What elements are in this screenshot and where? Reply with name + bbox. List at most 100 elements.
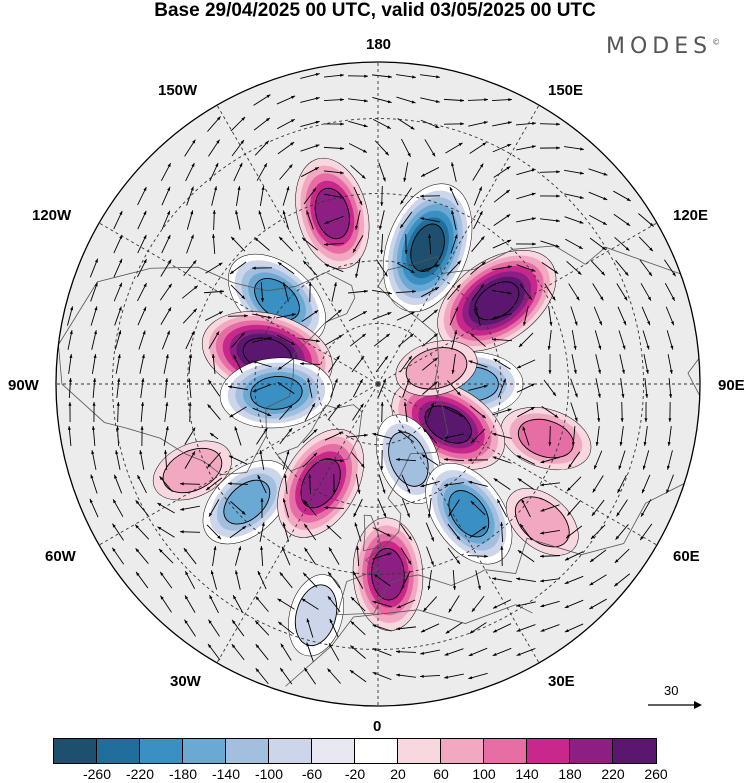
wind-arrow: [67, 426, 72, 446]
colorbar-tick-label: 260: [644, 766, 668, 782]
colorbar-swatch: [484, 739, 527, 763]
latitude-circle: [187, 193, 569, 575]
wind-arrow: [300, 96, 320, 103]
wind-arrow: [184, 451, 196, 469]
colorbar-tick-label: -100: [254, 766, 284, 782]
wind-arrow: [251, 266, 273, 270]
wind-arrow: [571, 354, 577, 374]
wind-arrow: [372, 527, 392, 537]
wind-arrow: [402, 378, 410, 398]
wind-arrow: [615, 524, 629, 540]
wind-arrow: [614, 548, 630, 564]
wind-arrow: [540, 530, 560, 535]
wind-arrow: [356, 474, 361, 494]
wind-arrow: [592, 283, 604, 301]
wind-arrow: [593, 450, 603, 470]
wind-arrow: [282, 186, 290, 206]
wind-arrow: [92, 401, 96, 423]
lon-label-60w: 60W: [45, 548, 76, 565]
wind-arrow: [668, 401, 672, 423]
wind-arrow: [543, 379, 557, 397]
wind-arrow: [181, 285, 199, 299]
wind-arrow: [380, 401, 384, 423]
wind-arrow: [396, 626, 416, 631]
wind-arrow: [565, 238, 583, 250]
wind-arrow: [332, 473, 336, 495]
wind-arrow: [492, 456, 512, 464]
wind-arrow: [277, 598, 295, 610]
wind-arrow: [112, 499, 124, 517]
wind-arrow: [211, 186, 218, 206]
wind-arrow: [588, 168, 608, 176]
wind-arrow: [228, 385, 248, 391]
wind-arrow: [157, 502, 175, 514]
wind-arrow: [350, 645, 366, 659]
wind-arrow: [540, 578, 560, 583]
wind-arrow: [396, 673, 416, 678]
wind-arrow: [254, 620, 270, 636]
wind-arrow: [308, 473, 312, 495]
wind-arrow: [620, 401, 624, 423]
wind-arrow: [539, 194, 561, 198]
wind-arrow: [91, 450, 97, 470]
wind-arrow: [571, 330, 577, 350]
coastline: [336, 245, 700, 616]
wind-arrow: [253, 117, 271, 131]
wind-arrow: [137, 210, 147, 230]
wind-arrow: [306, 618, 314, 638]
wind-arrow: [372, 600, 392, 608]
wind-arrow: [163, 426, 169, 446]
wind-arrow: [399, 211, 413, 229]
colorbar-tick-label: -60: [301, 766, 323, 782]
wind-arrow: [395, 650, 417, 654]
wind-arrow: [324, 263, 344, 273]
wind-arrow: [564, 575, 584, 585]
wind-arrow: [428, 233, 432, 255]
wind-arrow: [179, 530, 201, 534]
wind-arrow: [255, 667, 269, 685]
wind-arrow: [452, 569, 457, 591]
wind-arrow: [516, 264, 536, 272]
wind-arrow: [277, 357, 295, 371]
wind-arrow: [252, 360, 272, 368]
colorbar-tick-label: 100: [472, 766, 496, 782]
colorbar-swatch: [441, 739, 484, 763]
wind-arrow: [327, 571, 341, 589]
wind-arrow: [160, 259, 172, 277]
wind-arrow: [283, 282, 289, 302]
wind-arrow: [350, 620, 366, 636]
wind-arrow: [664, 282, 676, 302]
wind-arrow: [516, 455, 536, 465]
wind-arrow: [471, 595, 485, 613]
wind-arrow: [397, 333, 415, 347]
wind-arrow: [227, 314, 249, 318]
wind-arrow: [596, 402, 601, 422]
wind-arrow: [420, 97, 440, 103]
wind-arrow: [161, 210, 171, 230]
wind-arrow: [209, 432, 219, 440]
wind-arrow: [613, 573, 631, 587]
wind-arrow: [444, 648, 464, 656]
wind-arrow: [159, 571, 173, 589]
wind-arrow: [615, 260, 629, 276]
wind-arrow: [377, 498, 387, 518]
graticule: [56, 62, 700, 706]
wind-arrow: [404, 233, 408, 255]
wind-arrow: [588, 191, 608, 201]
wind-arrow: [468, 647, 488, 657]
wind-arrow: [355, 210, 361, 230]
wind-arrow: [184, 139, 196, 157]
wind-arrow: [498, 378, 506, 398]
colorbar-tick-label: -180: [168, 766, 198, 782]
wind-arrow: [300, 166, 320, 178]
wind-arrow: [548, 425, 552, 447]
wind-arrow: [472, 163, 484, 181]
modes-logo: MODES©: [606, 34, 720, 59]
wind-arrow: [278, 236, 294, 252]
wind-arrow: [666, 450, 673, 470]
colorbar-swatch: [269, 739, 312, 763]
wind-arrow: [352, 571, 364, 589]
wind-arrow: [89, 498, 99, 518]
wind-arrow: [231, 643, 245, 661]
wind-arrow: [323, 98, 345, 102]
